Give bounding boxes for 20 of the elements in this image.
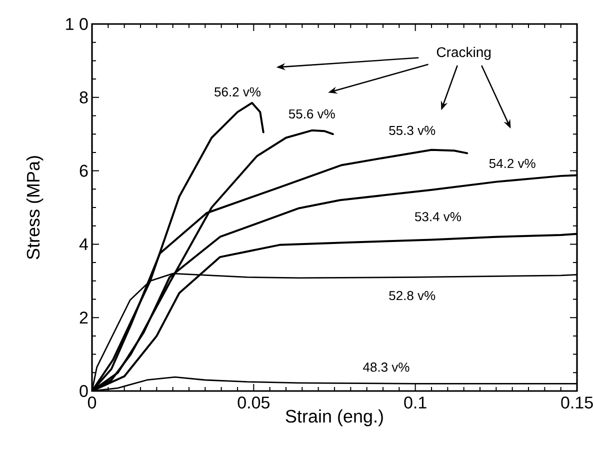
series-label: 52.8 v% <box>389 290 436 300</box>
y-tick-label: 1 0 <box>66 18 88 30</box>
series-label: 55.3 v% <box>389 126 436 136</box>
annotation: Cracking <box>436 46 491 60</box>
series-label: 53.4 v% <box>415 212 461 222</box>
x-tick-label: 0.15 <box>561 396 593 409</box>
y-tick-label: 8 <box>80 91 88 104</box>
series-label: 48.3 v% <box>363 362 410 372</box>
y-tick-label: 6 <box>80 164 88 177</box>
y-tick-label: 2 <box>80 312 88 324</box>
y-tick-label: 0 <box>80 384 88 398</box>
x-tick-label: 0.05 <box>238 396 270 409</box>
y-tick-label: 4 <box>79 238 88 250</box>
series-label: 56.2 v% <box>214 87 261 96</box>
x-tick-label: 0 <box>88 396 96 409</box>
series-label: 54.2 v% <box>489 158 536 168</box>
x-tick-label: 0.1 <box>404 396 426 409</box>
y-axis-title: Stress (MPa) <box>26 156 44 260</box>
x-axis-title: Strain (eng.) <box>286 409 383 426</box>
series-label: 55.6 v% <box>288 109 335 119</box>
